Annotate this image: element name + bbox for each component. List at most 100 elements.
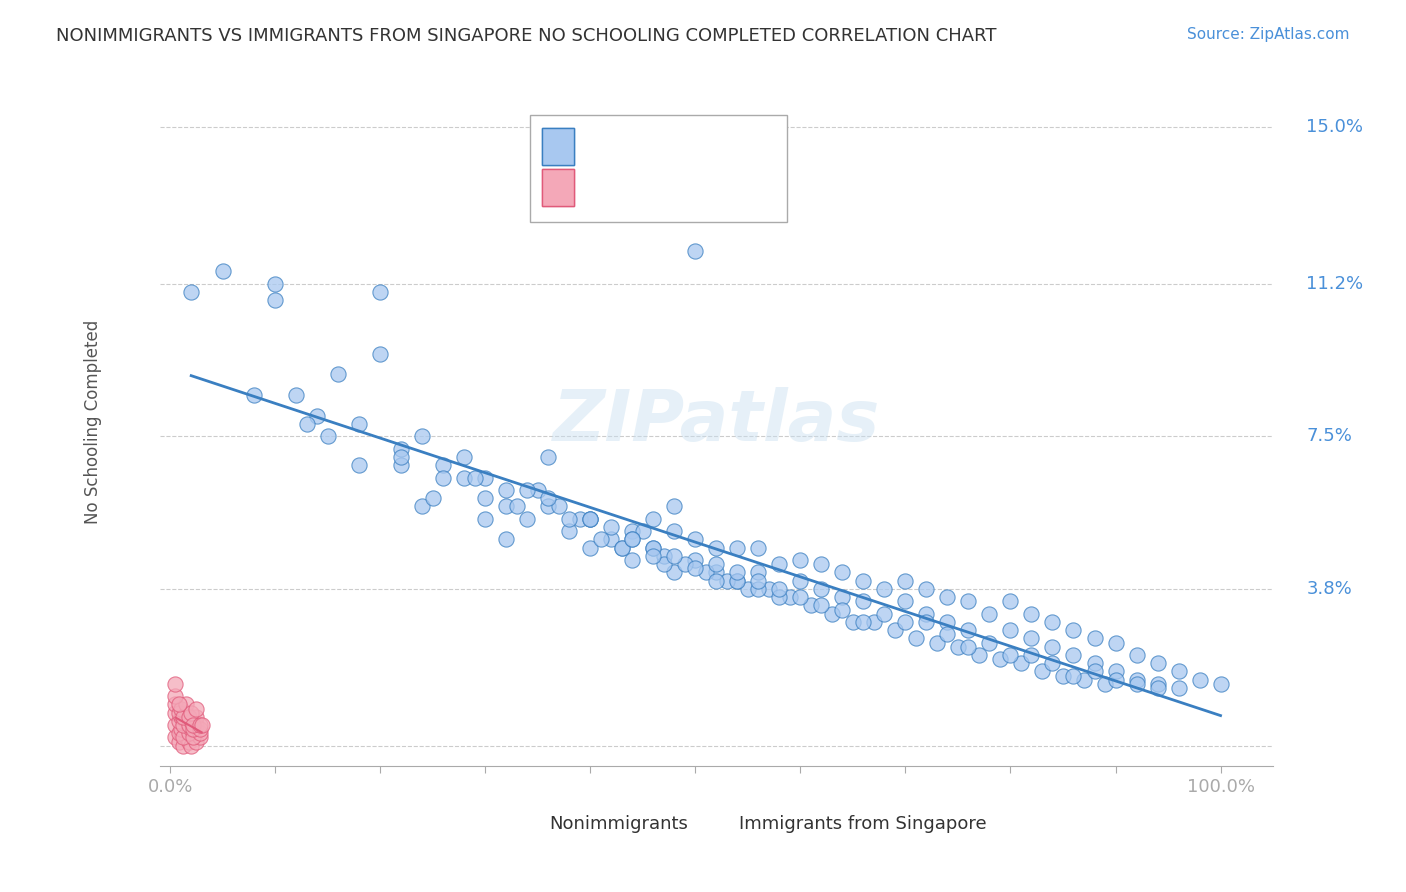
Point: [725, 574, 748, 588]
Point: [316, 429, 339, 443]
Point: [167, 714, 190, 728]
Point: [180, 739, 202, 753]
FancyBboxPatch shape: [541, 128, 574, 165]
Point: [172, 731, 194, 745]
Point: [1209, 677, 1232, 691]
Point: [695, 566, 717, 580]
Point: [936, 627, 959, 641]
Point: [495, 533, 517, 547]
Point: [1104, 635, 1126, 649]
Point: [177, 718, 200, 732]
Point: [547, 500, 569, 514]
Point: [568, 512, 591, 526]
Point: [747, 541, 769, 555]
Point: [1042, 615, 1064, 629]
Point: [264, 277, 287, 291]
Point: [170, 726, 193, 740]
Point: [180, 706, 202, 720]
Point: [1000, 648, 1022, 662]
Point: [737, 582, 759, 596]
Point: [852, 615, 875, 629]
Point: [915, 615, 938, 629]
Point: [186, 734, 208, 748]
Point: [664, 524, 686, 539]
Point: [1021, 648, 1043, 662]
FancyBboxPatch shape: [492, 796, 529, 826]
Point: [979, 635, 1001, 649]
Point: [174, 706, 197, 720]
Point: [915, 607, 938, 621]
Point: [706, 566, 728, 580]
Point: [186, 710, 208, 724]
Point: [165, 689, 187, 703]
Point: [1104, 673, 1126, 687]
Point: [652, 558, 675, 572]
Point: [349, 458, 371, 473]
Point: [652, 549, 675, 563]
Point: [915, 582, 938, 596]
Point: [610, 541, 633, 555]
Point: [685, 561, 707, 575]
Point: [181, 718, 204, 732]
Point: [768, 558, 790, 572]
Point: [579, 512, 602, 526]
Point: [789, 574, 811, 588]
Point: [810, 582, 832, 596]
Point: [1000, 594, 1022, 608]
Point: [181, 731, 204, 745]
Point: [842, 615, 865, 629]
Point: [190, 718, 212, 732]
Point: [621, 533, 644, 547]
Point: [810, 558, 832, 572]
Point: [685, 533, 707, 547]
Point: [537, 500, 560, 514]
Point: [165, 706, 187, 720]
Point: [167, 698, 190, 712]
Point: [537, 491, 560, 506]
Point: [873, 582, 896, 596]
Point: [936, 615, 959, 629]
Point: [537, 450, 560, 464]
Point: [706, 541, 728, 555]
Point: [936, 591, 959, 605]
Point: [1083, 656, 1105, 670]
Point: [516, 483, 538, 497]
Point: [285, 388, 308, 402]
Point: [664, 566, 686, 580]
Point: [411, 500, 433, 514]
Text: 15.0%: 15.0%: [1306, 118, 1364, 136]
Point: [946, 640, 969, 654]
Point: [172, 710, 194, 724]
Point: [1146, 656, 1168, 670]
Point: [579, 512, 602, 526]
Point: [967, 648, 990, 662]
Point: [768, 591, 790, 605]
Point: [349, 417, 371, 431]
Point: [328, 368, 350, 382]
FancyBboxPatch shape: [530, 115, 786, 222]
Text: 7.5%: 7.5%: [1306, 427, 1353, 445]
Point: [174, 698, 197, 712]
Point: [725, 574, 748, 588]
Point: [180, 722, 202, 736]
Point: [747, 574, 769, 588]
Point: [789, 553, 811, 567]
Point: [188, 726, 211, 740]
Point: [1052, 668, 1074, 682]
Point: [295, 417, 318, 431]
Point: [685, 553, 707, 567]
Point: [264, 293, 287, 308]
Point: [165, 718, 187, 732]
Point: [589, 533, 612, 547]
Point: [1125, 648, 1147, 662]
Point: [389, 450, 412, 464]
Point: [1021, 607, 1043, 621]
Point: [1010, 656, 1032, 670]
Point: [1146, 677, 1168, 691]
Point: [664, 549, 686, 563]
Point: [957, 640, 980, 654]
Point: [165, 677, 187, 691]
Point: [1021, 632, 1043, 646]
Point: [979, 607, 1001, 621]
Point: [174, 714, 197, 728]
